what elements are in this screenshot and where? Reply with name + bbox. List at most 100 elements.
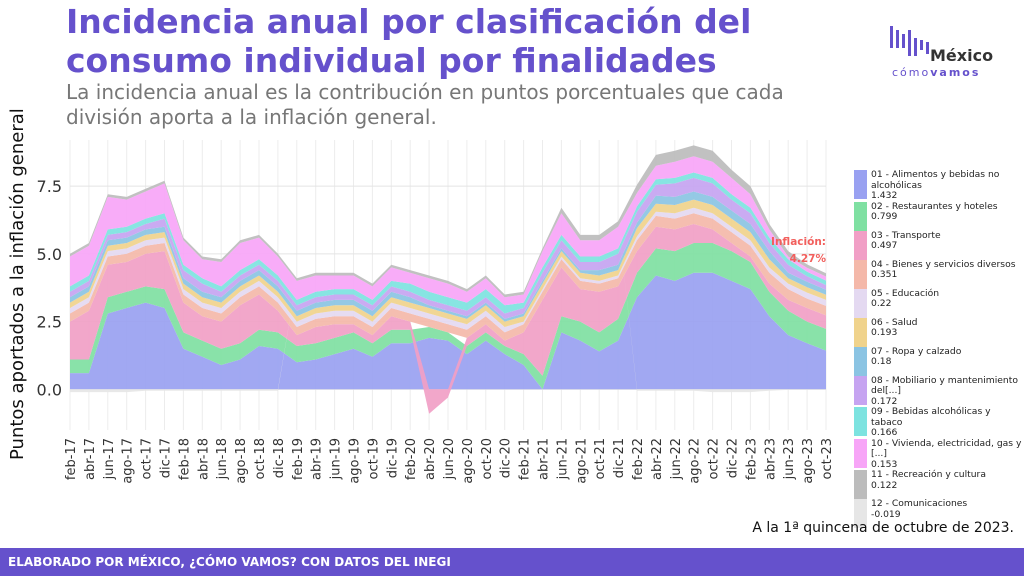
x-tick-label: dic-19 (385, 438, 400, 478)
legend-label: 10 - Vivienda, electricidad, gas y [...] (871, 437, 1022, 459)
legend-entry: 11 - Recreación y cultura 0.122 (871, 469, 986, 491)
x-tick-label: dic-18 (272, 438, 287, 478)
series-area (70, 272, 826, 390)
legend-entry: 08 - Mobiliario y mantenimiento del[...]… (871, 375, 1022, 408)
x-tick-label: ago-19 (348, 438, 363, 484)
x-tick-label: oct-23 (820, 438, 835, 479)
series-area (70, 172, 826, 314)
x-tick-label: jun-17 (102, 438, 117, 480)
x-tick-label: abr-17 (83, 438, 98, 480)
legend-value: 0.497 (871, 240, 898, 251)
x-tick-label: feb-21 (518, 438, 533, 480)
series-area (70, 224, 826, 414)
legend-label: 03 - Transporte (871, 229, 941, 241)
page-subtitle: La incidencia anual es la contribución e… (66, 80, 784, 129)
x-tick-label: feb-19 (291, 438, 306, 480)
legend-item: 06 - Salud 0.193 (854, 316, 1022, 347)
series-area (70, 156, 826, 306)
x-tick-label: oct-20 (480, 438, 495, 479)
legend-value: -0.019 (871, 508, 901, 520)
inflation-annotation: Inflación: 4.27% (771, 236, 826, 265)
legend-entry: 05 - Educación 0.22 (871, 288, 939, 310)
legend-item: 01 - Alimentos y bebidas no alcohólicas 1… (854, 169, 1022, 202)
legend-swatch (854, 317, 867, 347)
x-tick-label: feb-22 (631, 438, 646, 480)
logo-bars-icon (890, 26, 929, 56)
legend-label: 09 - Bebidas alcohólicas y tabaco (871, 406, 991, 428)
series-area (70, 199, 826, 327)
legend-item: 11 - Recreación y cultura 0.122 (854, 469, 1022, 499)
x-tick-label: feb-17 (64, 438, 79, 480)
logo-tagline-b: vamos (930, 66, 981, 79)
legend-swatch (854, 170, 867, 199)
legend-value: 0.166 (871, 427, 898, 438)
y-tick-label: 7.5 (37, 177, 62, 196)
legend-item: 05 - Educación 0.22 (854, 288, 1022, 318)
y-tick-label: 0.0 (37, 380, 62, 399)
x-tick-label: jun-20 (442, 438, 457, 480)
chart-legend: 01 - Alimentos y bebidas no alcohólicas 1… (854, 169, 1022, 528)
legend-swatch (854, 288, 867, 318)
x-tick-label: oct-17 (140, 438, 155, 479)
x-tick-label: dic-21 (612, 438, 627, 478)
legend-swatch (854, 407, 867, 436)
inflation-annotation-value: 4.27% (790, 253, 827, 265)
x-tick-label: jun-21 (555, 438, 570, 480)
legend-label: 06 - Salud (871, 316, 918, 328)
series-area (70, 207, 826, 333)
legend-entry: 10 - Vivienda, electricidad, gas y [...]… (871, 437, 1022, 471)
legend-item: 10 - Vivienda, electricidad, gas y [...]… (854, 437, 1022, 471)
legend-item: 02 - Restaurantes y hoteles 0.799 (854, 200, 1022, 231)
legend-label: 02 - Restaurantes y hoteles (871, 200, 998, 212)
legend-item: 07 - Ropa y calzado 0.18 (854, 345, 1022, 376)
series-area (70, 177, 826, 319)
legend-value: 0.18 (871, 356, 892, 367)
legend-entry: 02 - Restaurantes y hoteles 0.799 (871, 200, 998, 223)
legend-entry: 07 - Ropa y calzado 0.18 (871, 345, 962, 368)
series-area (70, 213, 826, 341)
y-tick-label: 2.5 (37, 313, 62, 332)
page-title: Incidencia anual por clasificación del c… (66, 2, 752, 80)
legend-entry: 03 - Transporte 0.497 (871, 229, 941, 252)
logo-tagline: cómovamos (892, 66, 980, 79)
legend-entry: 01 - Alimentos y bebidas no alcohólicas 1… (871, 169, 1022, 202)
x-tick-label: abr-21 (537, 438, 552, 480)
legend-swatch (854, 470, 867, 499)
legend-swatch (854, 201, 867, 231)
chart-axes: 0.0 2.5 5.0 7.5 feb-17 abr-17 jun-17 ago-17 oct-… (37, 177, 835, 484)
legend-swatch (854, 259, 867, 289)
legend-value: 1.432 (871, 190, 898, 201)
data-date-note: A la 1ª quincena de octubre de 2023. (752, 520, 1014, 536)
inflation-annotation-label: Inflación: (771, 236, 826, 248)
x-tick-label: jun-23 (782, 438, 797, 480)
x-tick-label: feb-23 (744, 438, 759, 480)
x-tick-label: dic-17 (159, 438, 174, 478)
footer-credit: ELABORADO POR MÉXICO, ¿CÓMO VAMOS? CON D… (0, 548, 1024, 576)
logo-tagline-a: cómo (892, 66, 931, 79)
x-tick-label: jun-19 (329, 438, 344, 480)
x-tick-label: ago-23 (801, 438, 816, 484)
legend-item: 09 - Bebidas alcohólicas y tabaco 0.166 (854, 406, 1022, 439)
x-tick-label: feb-18 (177, 438, 192, 480)
x-tick-label: oct-21 (593, 438, 608, 479)
x-tick-label: ago-22 (688, 438, 703, 484)
legend-value: 0.193 (871, 327, 898, 338)
legend-item: 04 - Bienes y servicios diversos 0.351 (854, 258, 1022, 289)
legend-swatch (854, 346, 867, 376)
x-tick-label: jun-18 (215, 438, 230, 480)
x-tick-label: ago-18 (234, 438, 249, 484)
x-tick-label: abr-19 (310, 438, 325, 480)
legend-swatch (854, 375, 867, 405)
legend-entry: 09 - Bebidas alcohólicas y tabaco 0.166 (871, 406, 1022, 439)
legend-value: 0.153 (871, 458, 898, 470)
x-tick-label: dic-20 (499, 438, 514, 478)
legend-label: 04 - Bienes y servicios diversos (871, 258, 1016, 270)
x-tick-label: abr-23 (763, 438, 778, 480)
legend-value: 0.172 (871, 395, 898, 407)
legend-value: 0.122 (871, 479, 898, 491)
legend-label: 07 - Ropa y calzado (871, 345, 962, 357)
legend-entry: 06 - Salud 0.193 (871, 316, 918, 339)
legend-item: 12 - Comunicaciones -0.019 (854, 498, 1022, 528)
legend-item: 03 - Transporte 0.497 (854, 229, 1022, 260)
